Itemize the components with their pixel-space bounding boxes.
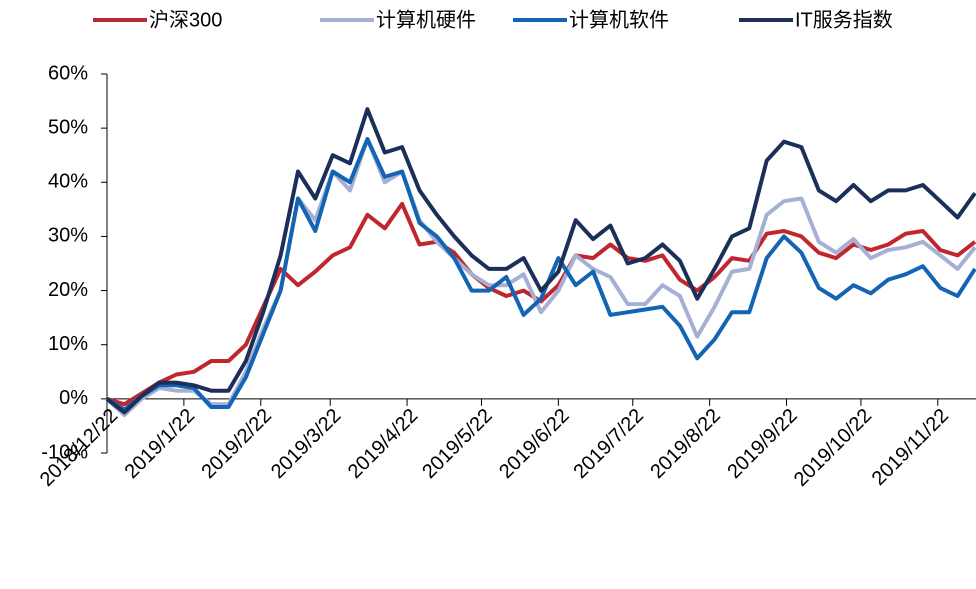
y-tick-label: 20% (48, 279, 88, 301)
x-tick-label: 2019/3/22 (267, 405, 345, 483)
legend-label: 沪深300 (149, 8, 222, 31)
x-tick-label: 2019/7/22 (570, 405, 648, 483)
x-tick-label: 2019/1/22 (121, 405, 199, 483)
y-tick-label: 30% (48, 225, 88, 247)
y-tick-label: -10% (41, 441, 88, 463)
x-tick-label: 2019/4/22 (344, 405, 422, 483)
x-tick-label: 2019/6/22 (495, 405, 573, 483)
x-tick-label: 2019/10/22 (790, 405, 876, 491)
y-tick-label: 40% (48, 171, 88, 193)
y-tick-label: 60% (48, 62, 88, 84)
x-tick-label: 2019/9/22 (723, 405, 801, 483)
legend-label: 计算机硬件 (376, 8, 476, 31)
x-tick-label: 2019/11/22 (868, 405, 953, 490)
x-tick-label: 2019/5/22 (418, 405, 496, 483)
series-line (105, 137, 976, 418)
series-line (105, 137, 976, 412)
legend-label: IT服务指数 (795, 8, 893, 31)
y-tick-label: 10% (48, 333, 88, 355)
y-tick-label: 50% (48, 116, 88, 138)
legend-label: 计算机软件 (569, 8, 669, 31)
y-tick-label: 0% (59, 387, 88, 409)
x-tick-label: 2019/8/22 (646, 405, 724, 483)
x-tick-label: 2019/2/22 (198, 405, 276, 483)
series-line (105, 107, 976, 415)
